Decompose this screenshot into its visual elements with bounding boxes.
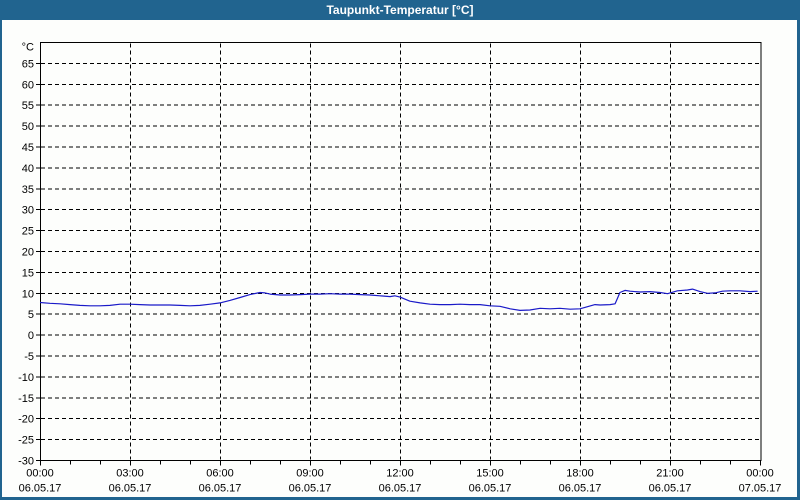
y-tick-label: 10: [22, 288, 34, 300]
x-tick-date-label: 07.05.17: [739, 483, 782, 495]
y-tick-label: 50: [22, 121, 34, 133]
x-tick-time-label: 09:00: [296, 468, 324, 480]
y-tick-label: 5: [28, 309, 34, 321]
x-tick-date-label: 06.05.17: [379, 483, 422, 495]
y-tick-label: -5: [24, 351, 34, 363]
y-tick-label: -10: [18, 372, 34, 384]
x-tick-time-label: 00:00: [746, 468, 774, 480]
x-tick-date-label: 06.05.17: [199, 483, 242, 495]
y-tick-label: 40: [22, 163, 34, 175]
y-tick-label: -15: [18, 393, 34, 405]
y-tick-label: 35: [22, 184, 34, 196]
x-tick-time-label: 18:00: [566, 468, 594, 480]
x-tick-time-label: 03:00: [116, 468, 144, 480]
y-tick-label: 0: [28, 330, 34, 342]
window-titlebar: Taupunkt-Temperatur [°C]: [0, 0, 800, 20]
y-tick-label: 55: [22, 100, 34, 112]
x-tick-date-label: 06.05.17: [19, 483, 62, 495]
y-tick-label: 30: [22, 205, 34, 217]
y-tick-label: 65: [22, 58, 34, 70]
x-tick-date-label: 06.05.17: [559, 483, 602, 495]
x-tick-time-label: 15:00: [476, 468, 504, 480]
x-tick-date-label: 06.05.17: [289, 483, 332, 495]
y-tick-label: 15: [22, 267, 34, 279]
y-tick-label: -30: [18, 456, 34, 468]
y-axis-unit-label: °C: [22, 42, 34, 54]
y-tick-label: -25: [18, 435, 34, 447]
x-tick-time-label: 06:00: [206, 468, 234, 480]
y-tick-label: 45: [22, 142, 34, 154]
y-tick-label: 60: [22, 79, 34, 91]
y-tick-label: -20: [18, 414, 34, 426]
x-tick-date-label: 06.05.17: [109, 483, 152, 495]
y-tick-label: 25: [22, 226, 34, 238]
plot-border: [40, 42, 762, 461]
x-tick-time-label: 12:00: [386, 468, 414, 480]
x-tick-date-label: 06.05.17: [469, 483, 512, 495]
x-tick-time-label: 00:00: [26, 468, 54, 480]
y-tick-label: 20: [22, 247, 34, 259]
dew-point-series-line: [39, 288, 758, 311]
x-tick-time-label: 21:00: [656, 468, 684, 480]
x-tick-date-label: 06.05.17: [649, 483, 692, 495]
window-title: Taupunkt-Temperatur [°C]: [326, 3, 474, 17]
